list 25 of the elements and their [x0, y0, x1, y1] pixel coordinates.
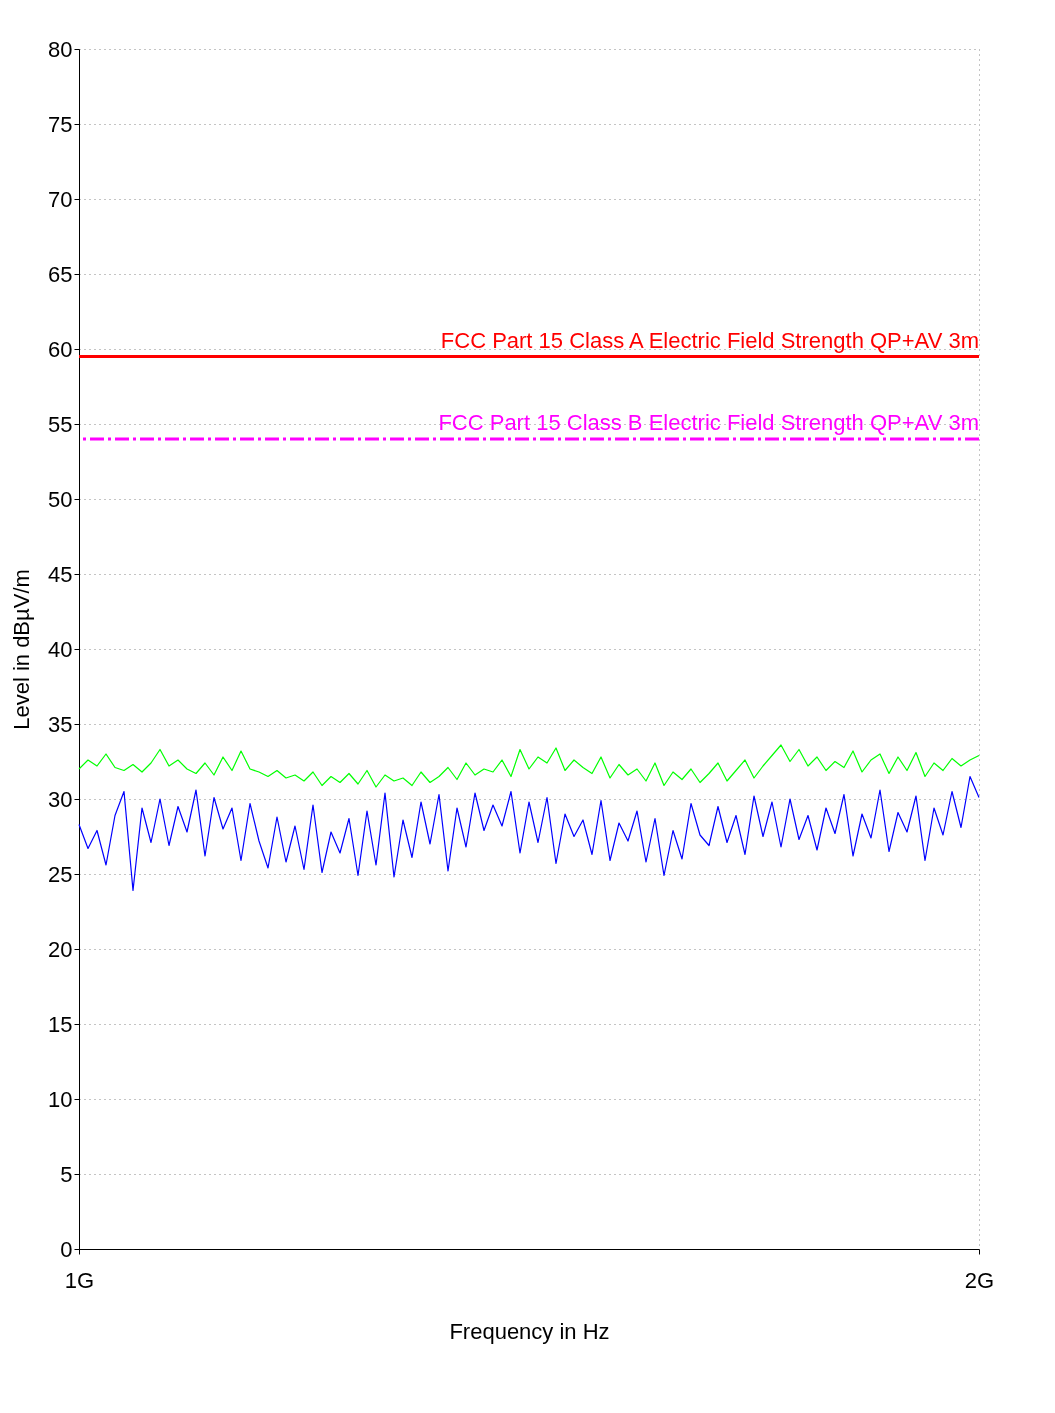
y-axis-title: Level in dBµV/m — [9, 569, 35, 730]
x-axis-title: Frequency in Hz — [449, 1318, 610, 1344]
y-tick-label: 60 — [48, 336, 73, 362]
y-tick-label: 50 — [48, 486, 73, 512]
y-tick-label: 75 — [48, 111, 73, 137]
line-series — [78, 775, 980, 892]
y-tick-label: 40 — [48, 636, 73, 662]
y-tick-label: 30 — [48, 786, 73, 812]
y-tick-label: 55 — [48, 411, 73, 437]
y-tick-label: 70 — [48, 186, 73, 212]
y-tick-label: 20 — [48, 936, 73, 962]
ref-line-label: FCC Part 15 Class A Electric Field Strength QP+AV 3m — [440, 327, 979, 353]
y-tick-label: 10 — [48, 1086, 73, 1112]
ref-line-label: FCC Part 15 Class B Electric Field Strength QP+AV 3m — [438, 410, 979, 435]
line-series — [78, 744, 980, 788]
y-tick-label: 15 — [48, 1011, 73, 1037]
y-tick-label: 45 — [48, 561, 73, 587]
y-tick-label: 25 — [48, 861, 73, 887]
x-tick-label: 1G — [64, 1267, 95, 1293]
y-tick-label: 5 — [60, 1161, 73, 1187]
y-tick-label: 65 — [48, 261, 73, 287]
y-tick-label: 0 — [60, 1236, 73, 1262]
x-tick-label: 2G — [964, 1267, 995, 1293]
y-tick-label: 35 — [48, 711, 73, 737]
y-tick-label: 80 — [48, 36, 73, 62]
